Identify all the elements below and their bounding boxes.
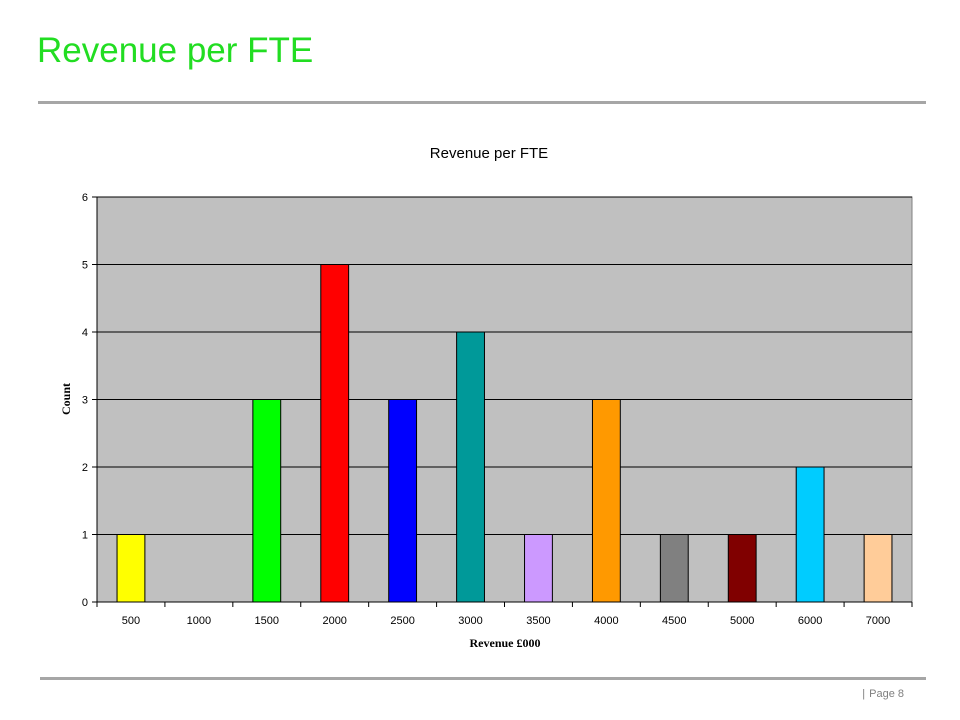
bar-3000 bbox=[456, 331, 485, 603]
page-number: Page 8 bbox=[869, 688, 904, 700]
x-tick-label: 1500 bbox=[255, 615, 279, 627]
x-axis-label: Revenue £000 bbox=[470, 636, 541, 650]
x-tick-label: 500 bbox=[122, 615, 140, 627]
bar-2000 bbox=[320, 264, 350, 603]
bar-4000 bbox=[591, 399, 621, 603]
bars bbox=[116, 264, 893, 603]
x-tick-label: 3000 bbox=[458, 615, 482, 627]
y-tick-label: 6 bbox=[82, 192, 88, 204]
y-tick-label: 4 bbox=[82, 327, 88, 339]
chart-title: Revenue per FTE bbox=[430, 145, 548, 162]
footer-separator: | bbox=[862, 688, 866, 700]
y-tick-labels: 0 1 2 3 4 5 6 bbox=[82, 192, 88, 609]
y-tick-label: 0 bbox=[82, 597, 88, 609]
bar-6000 bbox=[795, 466, 825, 603]
bar-1500 bbox=[252, 399, 282, 603]
footer-divider bbox=[40, 677, 926, 680]
x-tick-label: 1000 bbox=[187, 615, 211, 627]
x-tick-label: 2000 bbox=[322, 615, 346, 627]
bar-3500 bbox=[524, 534, 553, 603]
y-axis-label: Count bbox=[59, 383, 73, 415]
x-tick-label: 7000 bbox=[866, 615, 890, 627]
bar-5000 bbox=[727, 534, 757, 603]
x-tick-label: 3500 bbox=[526, 615, 550, 627]
bar-7000 bbox=[863, 534, 893, 603]
x-tick-label: 4000 bbox=[594, 615, 618, 627]
gridlines bbox=[97, 196, 912, 535]
y-tick-label: 5 bbox=[82, 260, 88, 272]
x-tick-labels: 500 1000 1500 2000 2500 3000 3500 4000 4500 5000 6… bbox=[122, 615, 891, 627]
x-tick-label: 6000 bbox=[798, 615, 822, 627]
page-title: Revenue per FTE bbox=[37, 31, 314, 70]
bar-4500 bbox=[659, 534, 689, 603]
axes bbox=[92, 196, 913, 607]
bar-500 bbox=[116, 534, 146, 603]
x-tick-label: 5000 bbox=[730, 615, 754, 627]
y-tick-label: 2 bbox=[82, 462, 88, 474]
page-footer: | Page 8 bbox=[862, 688, 904, 700]
x-tick-label: 4500 bbox=[662, 615, 686, 627]
bar-2500 bbox=[388, 399, 418, 603]
x-tick-label: 2500 bbox=[390, 615, 414, 627]
y-tick-label: 3 bbox=[82, 395, 88, 407]
y-tick-label: 1 bbox=[82, 530, 88, 542]
title-divider bbox=[38, 101, 926, 104]
